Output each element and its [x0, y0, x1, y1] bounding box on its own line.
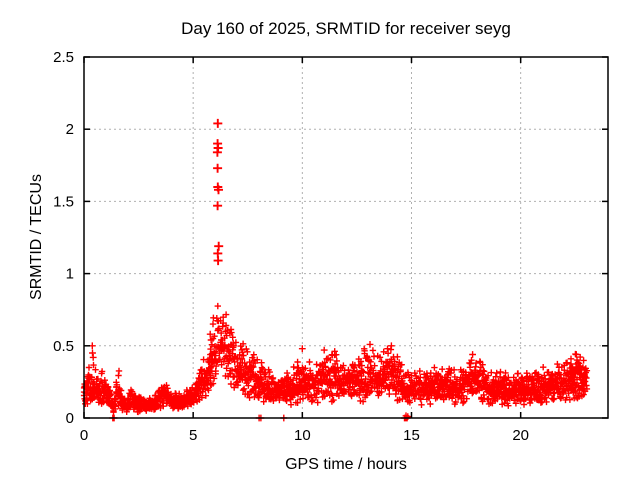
x-tick-label: 5	[189, 427, 197, 444]
x-tick-label: 0	[80, 427, 88, 444]
y-tick-label: 1.5	[53, 193, 74, 210]
spike-outlier-points	[212, 118, 224, 266]
y-tick-label: 2	[66, 121, 74, 138]
plot-frame	[83, 56, 609, 419]
x-tick-label: 20	[512, 427, 529, 444]
y-tick-label: 2.5	[53, 49, 74, 66]
x-axis-label: GPS time / hours	[285, 456, 407, 473]
chart-title: Day 160 of 2025, SRMTID for receiver sey…	[181, 19, 511, 38]
y-tick-label: 0.5	[53, 338, 74, 355]
y-tick-label: 0	[66, 410, 74, 427]
y-tick-label: 1	[66, 266, 74, 283]
x-tick-label: 10	[294, 427, 311, 444]
scatter-points	[80, 302, 591, 422]
x-tick-label: 15	[403, 427, 420, 444]
